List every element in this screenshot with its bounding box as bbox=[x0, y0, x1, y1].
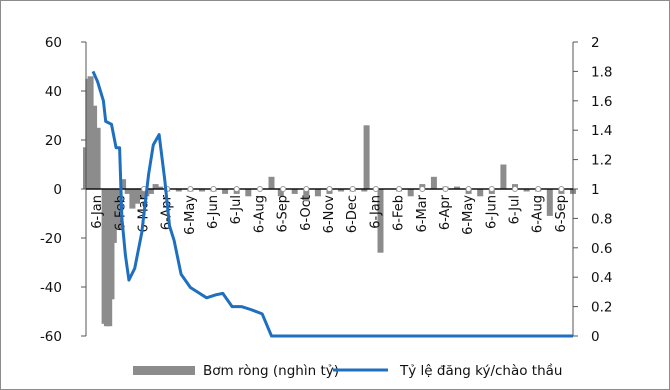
zero-line-marker bbox=[233, 186, 240, 192]
zero-line-marker bbox=[280, 186, 287, 192]
bar bbox=[108, 189, 115, 300]
x-axis-tick-label: 6-Sep bbox=[554, 195, 569, 232]
bar bbox=[157, 186, 164, 189]
zero-line-marker bbox=[488, 186, 495, 192]
right-axis-tick-label: 0.2 bbox=[591, 300, 612, 316]
x-axis-tick-label: 6-Jul bbox=[229, 195, 244, 224]
bar bbox=[115, 189, 122, 229]
x-axis-tick-label: 6-May bbox=[183, 195, 198, 235]
x-axis-tick-label: 6-Mar bbox=[415, 194, 430, 232]
bar bbox=[124, 189, 131, 194]
bar bbox=[94, 127, 101, 190]
left-axis-tick-label: 40 bbox=[45, 84, 62, 100]
bar bbox=[291, 189, 298, 194]
zero-line-marker bbox=[303, 186, 310, 192]
zero-line-marker bbox=[210, 186, 217, 192]
bar bbox=[152, 184, 159, 189]
bar bbox=[407, 189, 414, 197]
zero-line-marker bbox=[396, 186, 403, 192]
zero-line-marker bbox=[442, 186, 449, 192]
bar bbox=[120, 179, 127, 189]
right-axis-tick-label: 0 bbox=[591, 329, 600, 345]
ratio-line-path bbox=[91, 70, 573, 338]
bar bbox=[222, 189, 229, 194]
right-axis-tick-label: 0.8 bbox=[591, 211, 612, 227]
left-axis-tick-label: 20 bbox=[45, 133, 62, 149]
x-axis-tick-label: 6-Jun bbox=[484, 195, 499, 229]
bar bbox=[245, 189, 252, 197]
x-axis-tick-labels: 6-Jan 6-Feb 6-Mar 6-Apr 6-May 6-Jun 6-Jul 6-Aug… bbox=[90, 194, 569, 234]
x-axis-tick-label: 6-Jan bbox=[368, 195, 383, 229]
bar bbox=[138, 189, 145, 199]
x-axis-tick-label: 6-Aug bbox=[252, 195, 267, 233]
x-axis-tick-label: 6-Aug bbox=[531, 195, 546, 233]
legend-label-bar: Bơm ròng (nghìn tỷ) bbox=[203, 363, 339, 379]
zero-line-marker bbox=[349, 186, 356, 192]
zero-line-marker bbox=[326, 186, 333, 192]
bar bbox=[147, 189, 154, 194]
x-axis-tick-label: 6-Oct bbox=[299, 195, 314, 231]
bar bbox=[363, 125, 370, 189]
bar bbox=[454, 186, 460, 189]
bar bbox=[500, 164, 507, 189]
right-axis-tick-label: 1.6 bbox=[591, 94, 612, 110]
zero-line-marker bbox=[256, 186, 263, 192]
bar bbox=[268, 176, 275, 190]
bar bbox=[338, 189, 345, 192]
x-axis-tick-label: 6-May bbox=[461, 195, 476, 235]
right-axis-tick-label: 1.4 bbox=[591, 123, 612, 139]
right-y-axis: 2 1.8 1.6 1.4 1.2 1 0.8 0.6 0.4 0.2 0 bbox=[572, 35, 612, 345]
right-axis-tick-label: 0.6 bbox=[591, 241, 612, 257]
bid-to-offer-ratio-line bbox=[91, 70, 573, 338]
legend-swatch-bar bbox=[133, 366, 195, 375]
x-axis-tick-label: 6-Sep bbox=[276, 195, 291, 232]
x-axis-tick-label: 6-Dec bbox=[345, 195, 360, 233]
bar bbox=[430, 176, 437, 190]
right-axis-tick-label: 1.2 bbox=[591, 153, 612, 169]
right-axis-tick-label: 1 bbox=[591, 182, 600, 198]
left-y-axis: 60 40 20 0 -20 -40 -60 bbox=[40, 35, 87, 345]
left-axis-tick-label: -20 bbox=[40, 231, 62, 247]
bar bbox=[477, 189, 484, 197]
zero-line-marker bbox=[512, 186, 518, 192]
x-axis-tick-label: 6-Jun bbox=[206, 195, 221, 229]
bar bbox=[546, 189, 553, 216]
right-axis-tick-label: 1.8 bbox=[591, 64, 612, 80]
right-axis-tick-label: 0.4 bbox=[591, 270, 612, 286]
x-axis-tick-label: 6-Jul bbox=[508, 195, 523, 224]
left-axis-tick-label: 60 bbox=[45, 35, 62, 51]
x-axis-tick-label: 6-Jan bbox=[90, 195, 105, 229]
x-axis-tick-label: 6-Feb bbox=[392, 195, 407, 231]
left-axis-tick-label: -60 bbox=[40, 329, 62, 345]
bar bbox=[314, 189, 321, 197]
bar bbox=[277, 189, 284, 197]
bar bbox=[87, 76, 94, 189]
bar bbox=[110, 189, 117, 243]
bar bbox=[129, 189, 136, 209]
bar bbox=[175, 189, 182, 192]
zero-line-marker bbox=[465, 186, 472, 192]
bar bbox=[91, 105, 98, 189]
zero-line-marker bbox=[558, 186, 565, 192]
zero-line-marker bbox=[187, 186, 194, 192]
left-axis-tick-label: 0 bbox=[53, 182, 62, 198]
right-axis-tick-label: 2 bbox=[591, 35, 600, 51]
chart-legend: Bơm ròng (nghìn tỷ) Tỷ lệ đăng ký/chào t… bbox=[133, 363, 563, 379]
x-axis-tick-label: 6-Apr bbox=[438, 194, 453, 230]
zero-line-marker bbox=[419, 186, 426, 192]
bar bbox=[134, 189, 140, 204]
bar bbox=[199, 189, 205, 192]
bar bbox=[523, 189, 530, 192]
left-axis-tick-label: -40 bbox=[40, 280, 62, 296]
bar bbox=[361, 189, 368, 192]
zero-line-marker bbox=[372, 186, 379, 192]
legend-label-line: Tỷ lệ đăng ký/chào thầu bbox=[399, 363, 563, 379]
bar bbox=[303, 189, 310, 202]
x-axis-tick-label: 6-Nov bbox=[322, 195, 337, 234]
bar bbox=[377, 189, 384, 253]
zero-line-marker bbox=[535, 186, 542, 192]
